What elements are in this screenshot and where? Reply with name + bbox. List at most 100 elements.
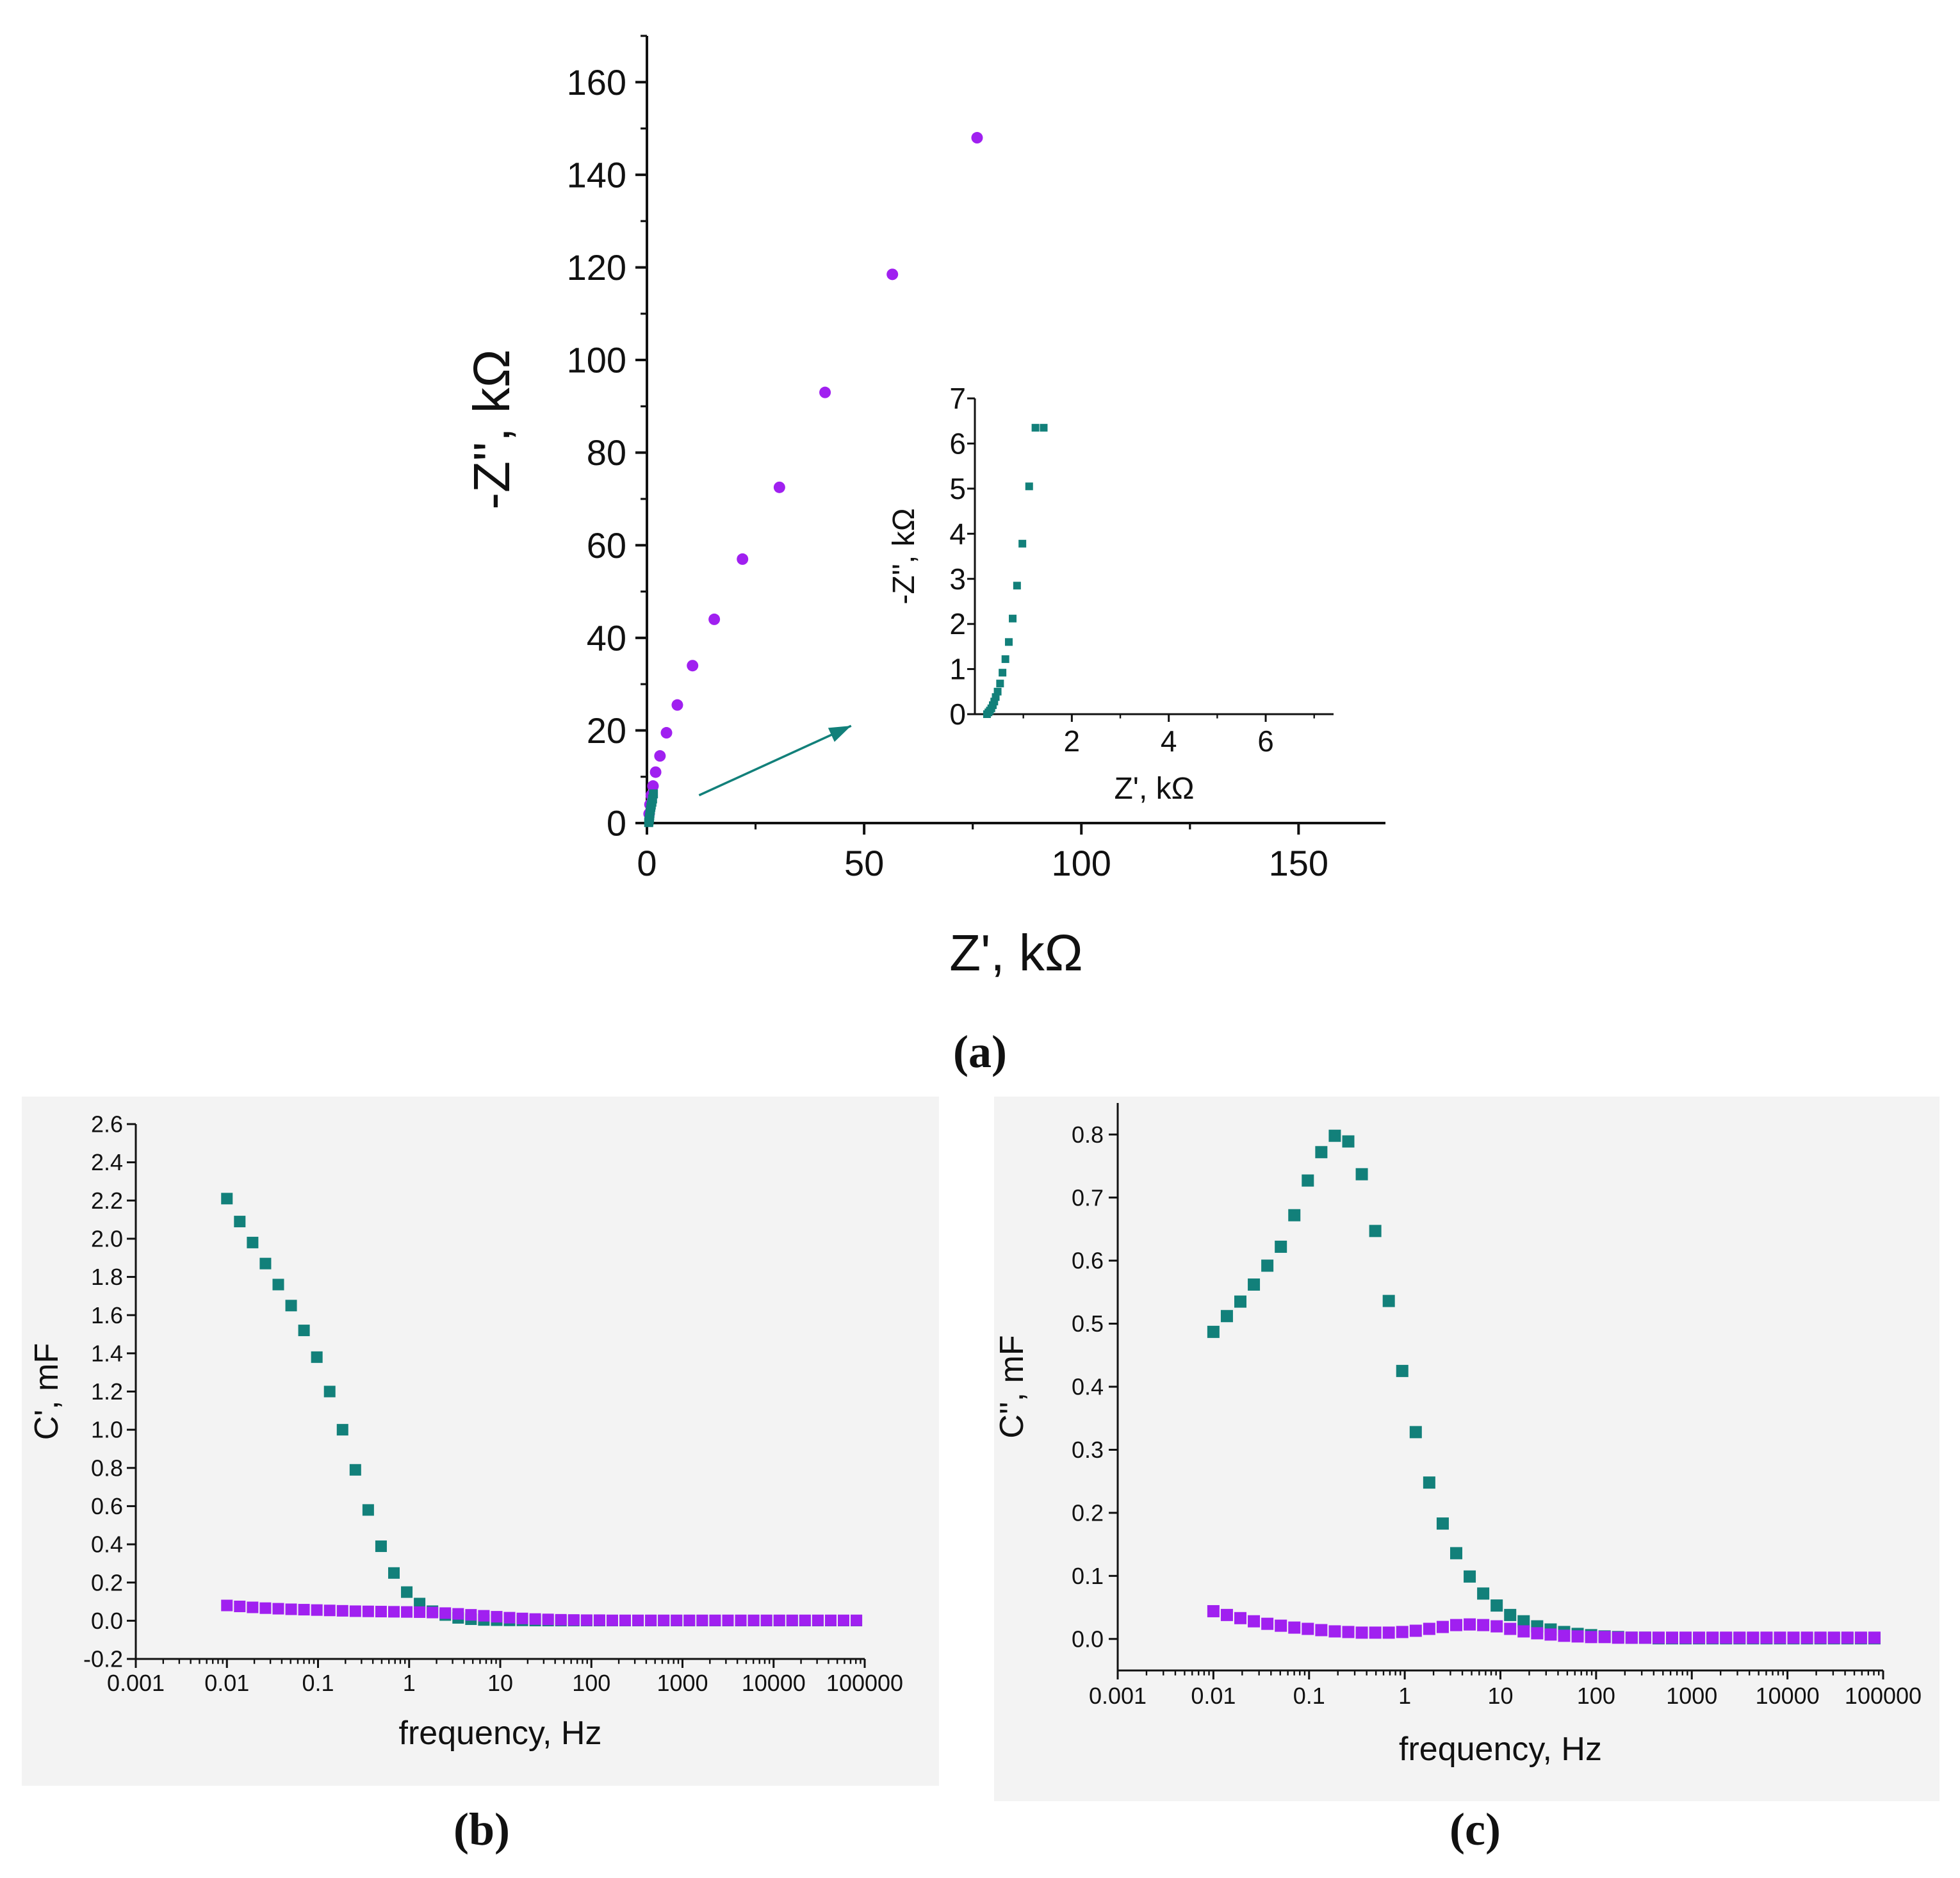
- panel-a-purple-point: [647, 780, 659, 792]
- panel-a-y-tick-label: 160: [567, 62, 626, 102]
- panel-b-purple-point: [259, 1602, 272, 1614]
- panel-c-purple-point: [1355, 1626, 1368, 1639]
- panel-b-purple-point: [478, 1610, 490, 1622]
- panel-a-inset-teal-point: [1018, 539, 1027, 548]
- panel-c-x-tick-label: 100000: [1845, 1683, 1922, 1709]
- panel-a-zoom-arrowhead: [828, 726, 851, 742]
- panel-b-purple-point: [491, 1611, 503, 1623]
- panel-b-purple-point: [760, 1614, 772, 1626]
- panel-c-purple-point: [1841, 1631, 1854, 1644]
- panel-b-teal-point: [311, 1351, 323, 1363]
- panel-c-y-tick-label: 0.6: [1072, 1248, 1104, 1274]
- panel-c-purple-point: [1733, 1631, 1746, 1644]
- panel-a-y-tick-label: 140: [567, 154, 626, 195]
- panel-c-purple-point: [1234, 1612, 1246, 1624]
- panel-c-y-axis-title: C'', mF: [993, 1335, 1031, 1438]
- panel-a-inset-x-tick-label: 6: [1257, 724, 1274, 758]
- panel-c-purple-point: [1652, 1631, 1665, 1644]
- panel-b-purple-point: [362, 1605, 374, 1617]
- panel-a-purple-point: [819, 386, 831, 398]
- panel-c-purple-point: [1760, 1631, 1773, 1644]
- panel-b-purple-point: [786, 1614, 798, 1626]
- panel-c-x-tick-label: 1: [1398, 1683, 1411, 1709]
- panel-b-purple-point: [336, 1604, 348, 1617]
- panel-c-purple-point: [1638, 1631, 1651, 1644]
- panel-c-purple-point: [1585, 1631, 1597, 1644]
- panel-b-purple-point: [799, 1614, 811, 1626]
- panel-b-purple-point: [606, 1614, 618, 1626]
- panel-b-y-tick-label: 0.0: [91, 1608, 123, 1634]
- panel-c-teal-point: [1328, 1129, 1341, 1142]
- panel-c-purple-point: [1598, 1631, 1611, 1644]
- panel-b-x-axis-title: frequency, Hz: [399, 1715, 602, 1752]
- panel-b-purple-point: [851, 1614, 863, 1626]
- panel-b-purple-point: [671, 1614, 683, 1626]
- panel-a-inset-teal-point: [999, 669, 1007, 677]
- panel-b-teal-point: [323, 1385, 336, 1398]
- panel-c-purple-point: [1382, 1626, 1395, 1639]
- panel-c-purple-point: [1207, 1604, 1220, 1617]
- panel-c-purple-point: [1693, 1631, 1706, 1644]
- panel-a-label: (a): [953, 1026, 1007, 1077]
- panel-b-teal-point: [259, 1257, 272, 1270]
- panel-c-purple-point: [1450, 1619, 1462, 1631]
- panel-b-x-tick-label: 0.001: [107, 1670, 165, 1696]
- panel-b-x-tick-label: 0.01: [204, 1670, 249, 1696]
- panel-c-teal-point: [1234, 1295, 1246, 1308]
- panel-c-purple-point: [1288, 1621, 1301, 1634]
- panel-a-purple-point: [671, 699, 683, 711]
- panel-a-inset-teal-point: [1001, 655, 1009, 664]
- panel-c-teal-point: [1423, 1476, 1435, 1489]
- panel-b-real-capacitance-plot: 0.001 0.01 0.1 1 10 100 1000 10000 100000 -0.2 0.0…: [22, 1097, 939, 1855]
- panel-b-purple-point: [696, 1614, 708, 1626]
- panel-c-teal-point: [1207, 1325, 1220, 1338]
- panel-b-purple-point: [465, 1609, 477, 1621]
- panel-b-purple-point: [773, 1614, 785, 1626]
- panel-b-y-tick-label: 1.4: [91, 1340, 123, 1366]
- panel-c-purple-point: [1261, 1617, 1274, 1630]
- panel-b-y-tick-label: 0.2: [91, 1569, 123, 1596]
- panel-c-purple-point: [1854, 1631, 1867, 1644]
- panel-c-x-tick-label: 10000: [1756, 1683, 1820, 1709]
- panel-b-y-tick-label: 1.8: [91, 1264, 123, 1290]
- panel-a-y-tick-label: 60: [587, 525, 626, 566]
- panel-b-purple-point: [812, 1614, 824, 1626]
- panel-a-inset-y-tick-label: 4: [949, 517, 966, 550]
- panel-a-y-axis-title: -Z'', kΩ: [463, 349, 520, 509]
- panel-b-y-tick-label: 2.6: [91, 1111, 123, 1138]
- panel-b-x-tick-label: 100000: [826, 1670, 903, 1696]
- panel-c-purple-point: [1464, 1618, 1476, 1631]
- panel-c-y-tick-label: 0.4: [1072, 1374, 1104, 1400]
- panel-c-teal-point: [1450, 1547, 1462, 1560]
- panel-b-purple-point: [658, 1614, 670, 1626]
- panel-c-purple-point: [1774, 1631, 1786, 1644]
- panel-c-teal-point: [1396, 1364, 1409, 1377]
- panel-c-purple-point: [1787, 1631, 1800, 1644]
- panel-c-teal-point: [1248, 1278, 1261, 1291]
- panel-a-inset-teal-point: [1004, 638, 1013, 646]
- panel-a-inset-x-tick-label: 4: [1161, 724, 1177, 758]
- panel-b-y-tick-label: 2.4: [91, 1149, 123, 1175]
- panel-b-background: [22, 1097, 939, 1786]
- panel-b-purple-point: [388, 1606, 400, 1618]
- panel-c-purple-point: [1720, 1631, 1733, 1644]
- panel-c-teal-point: [1409, 1426, 1422, 1439]
- panel-c-purple-point: [1558, 1629, 1571, 1642]
- panel-c-x-tick-label: 1000: [1666, 1683, 1717, 1709]
- panel-b-purple-point: [516, 1612, 528, 1624]
- panel-b-purple-point: [645, 1614, 657, 1626]
- panel-a-x-tick-label: 50: [844, 843, 884, 883]
- panel-b-purple-point: [568, 1614, 580, 1626]
- panel-a-purple-point: [687, 660, 699, 672]
- panel-a-y-tick-label: 100: [567, 340, 626, 380]
- panel-b-purple-point: [722, 1614, 734, 1626]
- panel-c-teal-point: [1302, 1174, 1314, 1187]
- panel-b-purple-point: [375, 1606, 387, 1618]
- panel-c-purple-point: [1220, 1608, 1233, 1621]
- panel-b-x-tick-label: 0.1: [302, 1670, 334, 1696]
- panel-a-inset-teal-point: [1009, 614, 1017, 623]
- panel-a-y-tick-label: 120: [567, 247, 626, 288]
- panel-a-inset-teal-point: [1031, 423, 1040, 432]
- panel-c-purple-point: [1868, 1631, 1881, 1644]
